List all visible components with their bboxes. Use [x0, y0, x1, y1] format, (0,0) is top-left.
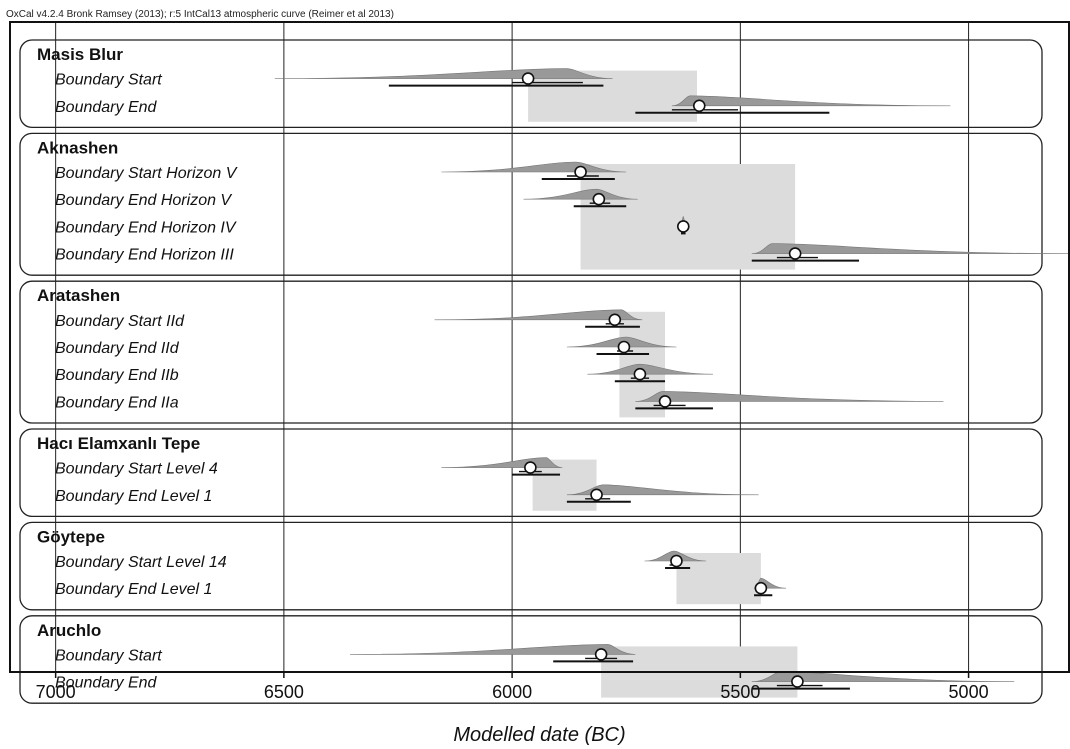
median-marker	[633, 367, 647, 381]
group-box	[19, 428, 1043, 518]
median-marker	[676, 220, 690, 233]
group-box	[19, 39, 1043, 129]
credit-line: OxCal v4.2.4 Bronk Ramsey (2013); r:5 In…	[6, 9, 394, 20]
row-label: Boundary End	[55, 675, 158, 692]
row-label: Boundary End Horizon IV	[55, 219, 237, 236]
group-title: Aratashen	[37, 286, 120, 305]
median-marker	[592, 192, 606, 206]
median-marker	[524, 461, 537, 474]
posterior-distribution	[434, 309, 643, 321]
group-box	[19, 615, 1043, 704]
tick-label: 6000	[492, 682, 532, 702]
median-marker	[692, 99, 706, 113]
group-box	[19, 280, 1043, 424]
posterior-distribution	[587, 363, 713, 375]
row-label: Boundary Start	[55, 647, 162, 664]
median-marker	[754, 581, 768, 595]
group-title: Aruchlo	[37, 621, 101, 640]
median-marker	[670, 554, 683, 568]
median-marker	[594, 648, 608, 661]
plot-frame	[9, 21, 1070, 673]
median-marker	[658, 395, 672, 408]
distribution-layer	[274, 68, 1070, 690]
row-label: Boundary End	[55, 99, 158, 116]
posterior-distribution	[751, 243, 1070, 254]
row-label: Boundary End Horizon III	[55, 247, 234, 264]
tick-label: 5500	[720, 682, 760, 702]
group-title: Hacı Elamxanlı Tepe	[37, 434, 200, 453]
row-label: Boundary End IIb	[55, 367, 179, 384]
posterior-distribution	[350, 644, 636, 655]
group-box-layer	[19, 39, 1043, 704]
median-marker	[788, 247, 802, 260]
posterior-distribution	[441, 457, 563, 468]
tick-label: 5000	[949, 682, 989, 702]
group-title: Göytepe	[37, 527, 105, 546]
median-marker	[574, 165, 587, 179]
group-span	[676, 553, 761, 605]
row-label: Boundary Start Level 4	[55, 461, 218, 478]
row-label: Boundary End IIa	[55, 394, 179, 411]
median-marker	[608, 313, 622, 327]
row-label: Boundary End IId	[55, 340, 180, 357]
group-box	[19, 521, 1043, 611]
x-axis-label: Modelled date (BC)	[453, 724, 625, 746]
tick-label: 7000	[36, 682, 76, 702]
row-label: Boundary End Horizon V	[55, 192, 232, 209]
x-axis: 7000 6500 6000 5500 5000	[36, 672, 989, 702]
row-label: Boundary Start	[55, 72, 162, 89]
posterior-distribution	[635, 391, 944, 402]
row-label: Boundary End Level 1	[55, 488, 212, 505]
posterior-distribution	[274, 68, 613, 79]
median-marker	[590, 488, 603, 502]
row-label: Boundary Start Horizon V	[55, 165, 238, 182]
group-box	[19, 132, 1043, 276]
posterior-distribution	[751, 671, 1015, 682]
median-marker	[521, 72, 535, 85]
grid-layer	[55, 22, 970, 672]
posterior-distribution	[523, 188, 638, 200]
posterior-distribution	[566, 484, 759, 496]
tick-label: 6500	[264, 682, 304, 702]
row-label: Boundary Start Level 14	[55, 554, 227, 571]
group-title: Masis Blur	[37, 45, 123, 64]
row-label: Boundary End Level 1	[55, 581, 212, 598]
median-marker	[791, 675, 804, 688]
posterior-distribution	[671, 95, 951, 107]
group-title: Aknashen	[37, 138, 118, 157]
row-label: Boundary Start IId	[55, 313, 185, 330]
median-marker	[617, 340, 631, 354]
label-layer: Masis Blur Boundary Start Boundary End Akna…	[37, 45, 238, 692]
